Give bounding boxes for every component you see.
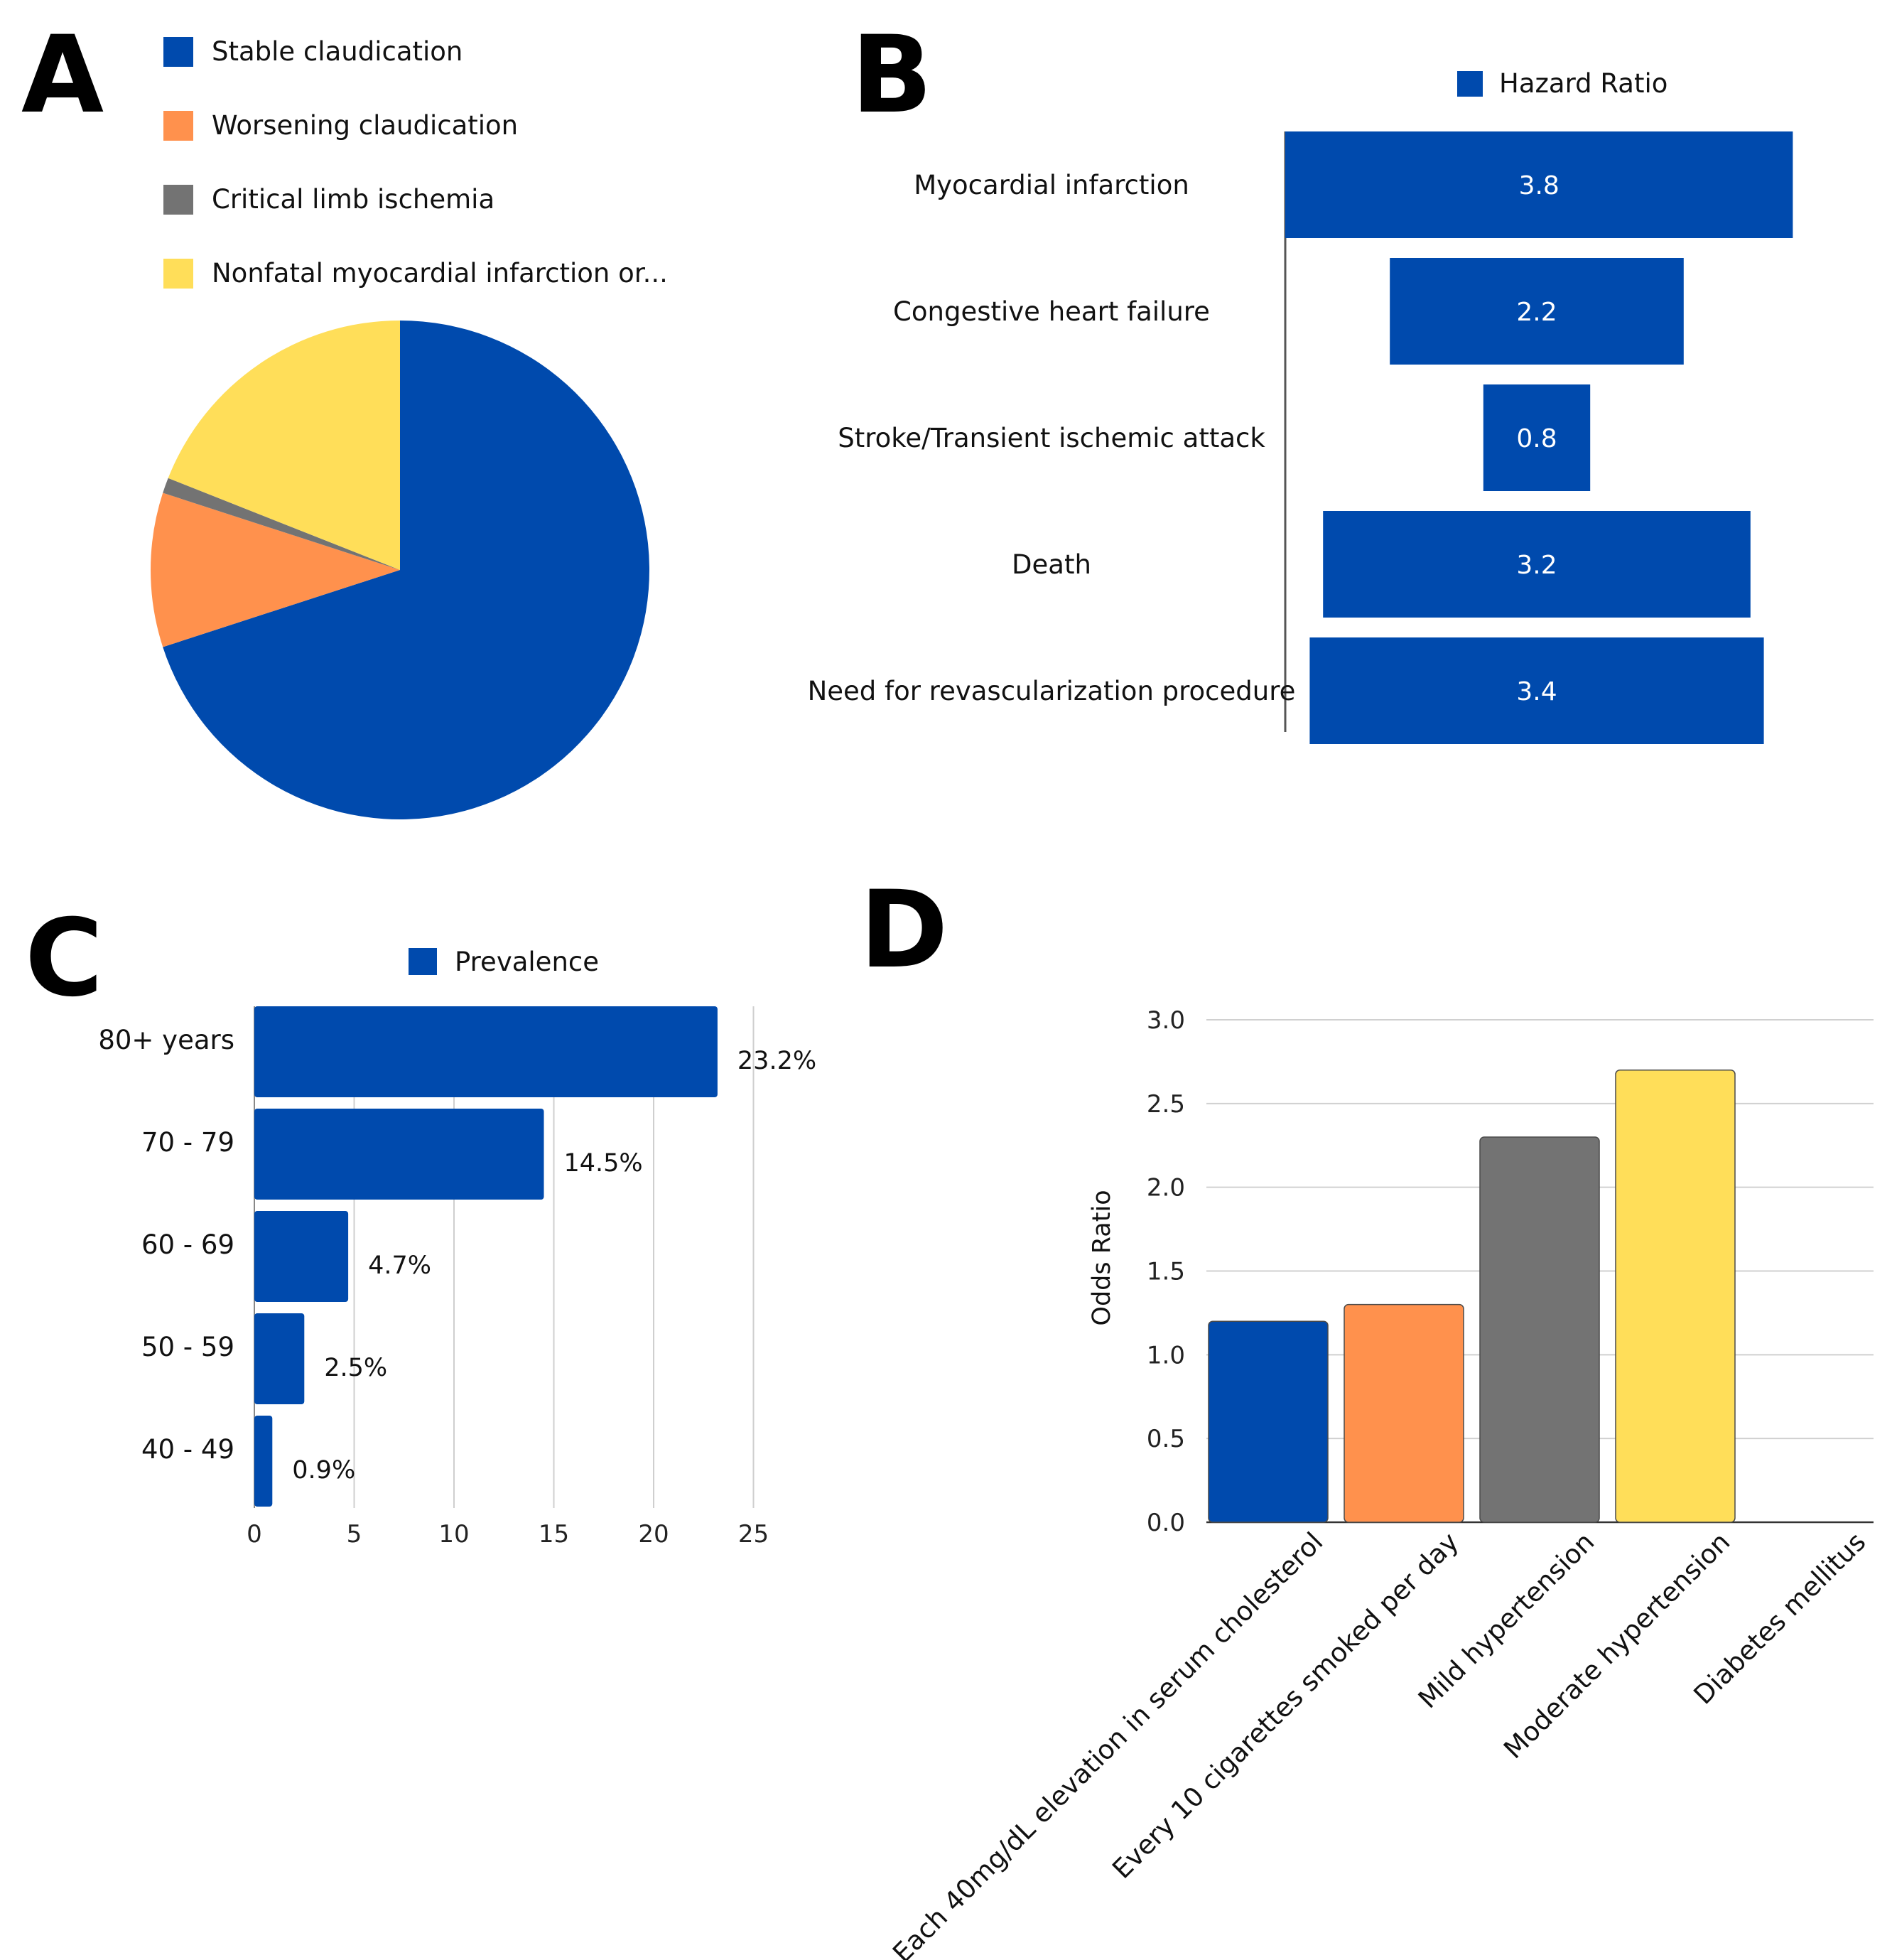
odds-ratio-y-tick-label: 0.5 bbox=[1147, 1425, 1185, 1453]
pie-slice bbox=[168, 321, 400, 570]
prevalence-bars: 23.2% 80+ years 14.5% 70 - 79 4.7% 60 - 69 2.5… bbox=[98, 1006, 816, 1507]
odds-ratio-bar bbox=[1344, 1303, 1464, 1523]
odds-ratio-chart-panel-d: 0.0 0.5 1.0 1.5 2.0 2.5 3.0 Odds Ratio Each 40… bbox=[887, 1006, 1874, 1960]
prevalence-chart-panel-c: Prevalence 0 5 10 15 20 25 23.2% 80+ years 14.5… bbox=[98, 947, 816, 1549]
pie-chart-panel-a: Stable claudication Worsening claudicatio… bbox=[151, 36, 668, 819]
panel-letter-d: D bbox=[860, 868, 948, 992]
pie-slice bbox=[151, 492, 400, 647]
pie-legend-swatch bbox=[163, 185, 193, 215]
odds-ratio-bar bbox=[1208, 1320, 1329, 1523]
pie-legend-label: Nonfatal myocardial infarction or... bbox=[212, 258, 668, 289]
prevalence-x-tick-label: 0 bbox=[247, 1520, 262, 1549]
prevalence-value-label: 14.5% bbox=[563, 1149, 642, 1178]
pie-legend-label: Worsening claudication bbox=[212, 110, 518, 141]
pie-legend: Stable claudication Worsening claudicatio… bbox=[163, 36, 668, 289]
pie-legend-label: Stable claudication bbox=[212, 36, 463, 67]
prevalence-legend-swatch bbox=[409, 948, 437, 975]
prevalence-category-label: 60 - 69 bbox=[141, 1229, 234, 1260]
prevalence-category-label: 50 - 59 bbox=[141, 1332, 234, 1362]
prevalence-value-label: 2.5% bbox=[324, 1354, 387, 1382]
prevalence-bar bbox=[254, 1211, 349, 1302]
hazard-ratio-category-label: Congestive heart failure bbox=[893, 296, 1210, 327]
odds-ratio-bars: Each 40mg/dL elevation in serum choleste… bbox=[887, 1069, 1871, 1960]
prevalence-x-tick-label: 15 bbox=[539, 1520, 569, 1549]
odds-ratio-y-tick-label: 3.0 bbox=[1147, 1006, 1185, 1035]
odds-ratio-bar bbox=[1615, 1069, 1736, 1523]
pie-legend-label: Critical limb ischemia bbox=[212, 184, 494, 215]
prevalence-bar bbox=[254, 1006, 718, 1097]
hazard-ratio-bar bbox=[1285, 131, 1793, 238]
odds-ratio-y-tick-label: 2.0 bbox=[1147, 1174, 1185, 1202]
hazard-ratio-category-label: Death bbox=[1012, 549, 1091, 580]
prevalence-x-tick-label: 25 bbox=[738, 1520, 769, 1549]
prevalence-bar bbox=[254, 1109, 544, 1200]
panel-letter-a: A bbox=[21, 14, 104, 137]
hazard-ratio-bar bbox=[1483, 384, 1591, 491]
hazard-ratio-value-label: 3.2 bbox=[1516, 551, 1557, 580]
odds-ratio-y-tick-label: 1.5 bbox=[1147, 1258, 1185, 1286]
hazard-ratio-value-label: 3.4 bbox=[1516, 677, 1557, 706]
odds-ratio-y-axis-label: Odds Ratio bbox=[1088, 1190, 1116, 1325]
prevalence-x-tick-label: 5 bbox=[347, 1520, 362, 1549]
prevalence-value-label: 23.2% bbox=[737, 1047, 816, 1075]
prevalence-legend-label: Prevalence bbox=[455, 947, 599, 977]
prevalence-x-tick-label: 20 bbox=[638, 1520, 669, 1549]
prevalence-gridlines: 0 5 10 15 20 25 bbox=[247, 1006, 769, 1549]
prevalence-value-label: 4.7% bbox=[368, 1251, 431, 1280]
odds-ratio-y-tick-label: 2.5 bbox=[1147, 1090, 1185, 1119]
pie-slices bbox=[151, 321, 650, 819]
hazard-ratio-chart-panel-b: Hazard Ratio 3.8 Myocardial infarction 2.2… bbox=[808, 68, 1793, 744]
pie-legend-swatch bbox=[163, 259, 193, 289]
pie-legend-swatch bbox=[163, 111, 193, 141]
panel-letter-c: C bbox=[25, 897, 103, 1021]
hazard-ratio-bars: 3.8 Myocardial infarction 2.2 Congestive he… bbox=[808, 131, 1793, 744]
hazard-ratio-legend-label: Hazard Ratio bbox=[1499, 68, 1667, 99]
prevalence-bar bbox=[254, 1313, 305, 1404]
hazard-ratio-category-label: Need for revascularization procedure bbox=[808, 676, 1296, 706]
panel-letter-b: B bbox=[851, 14, 932, 137]
hazard-ratio-value-label: 2.2 bbox=[1516, 298, 1557, 327]
hazard-ratio-bar bbox=[1390, 258, 1684, 365]
hazard-ratio-bar bbox=[1309, 637, 1764, 744]
hazard-ratio-value-label: 3.8 bbox=[1519, 171, 1559, 200]
prevalence-x-tick-label: 10 bbox=[438, 1520, 469, 1549]
prevalence-category-label: 80+ years bbox=[98, 1025, 234, 1055]
hazard-ratio-category-label: Stroke/Transient ischemic attack bbox=[838, 423, 1265, 453]
odds-ratio-category-label: Moderate hypertension bbox=[1498, 1526, 1736, 1765]
pie-slice bbox=[163, 478, 400, 570]
odds-ratio-y-tick-label: 1.0 bbox=[1147, 1341, 1185, 1369]
prevalence-bar bbox=[254, 1416, 273, 1507]
prevalence-value-label: 0.9% bbox=[292, 1456, 355, 1485]
prevalence-category-label: 70 - 79 bbox=[141, 1127, 234, 1158]
hazard-ratio-legend-swatch bbox=[1457, 71, 1483, 97]
hazard-ratio-bar bbox=[1323, 511, 1751, 618]
hazard-ratio-value-label: 0.8 bbox=[1516, 424, 1557, 453]
pie-legend-swatch bbox=[163, 37, 193, 67]
hazard-ratio-category-label: Myocardial infarction bbox=[914, 170, 1189, 200]
odds-ratio-bar bbox=[1479, 1136, 1600, 1523]
pie-slice bbox=[163, 321, 650, 819]
prevalence-category-label: 40 - 49 bbox=[141, 1434, 234, 1465]
odds-ratio-y-tick-label: 0.0 bbox=[1147, 1509, 1185, 1537]
